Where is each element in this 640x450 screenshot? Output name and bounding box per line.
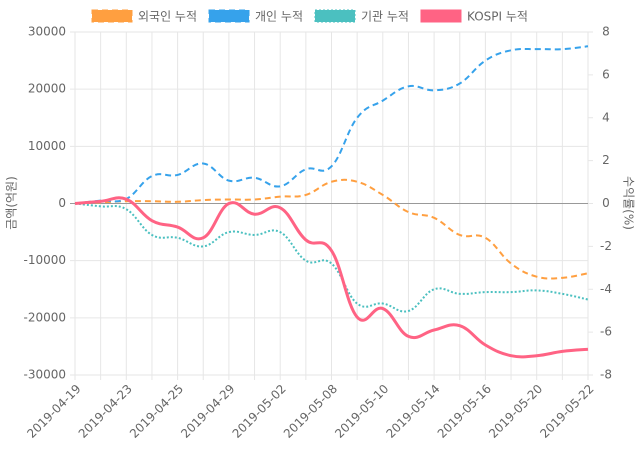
legend-swatch <box>91 9 133 23</box>
legend-label: 개인 누적 <box>255 10 303 24</box>
y-tick-label: -10000 <box>23 253 66 267</box>
y2-tick-label: 8 <box>602 25 610 39</box>
x-tick-label: 2019-04-19 <box>24 382 83 441</box>
legend-label: 기관 누적 <box>361 10 409 24</box>
y2-tick-label: 6 <box>602 67 610 81</box>
x-tick-label: 2019-05-16 <box>435 382 494 441</box>
x-tick-label: 2019-05-10 <box>332 382 391 441</box>
y-tick-label: 10000 <box>28 139 66 153</box>
x-tick-label: 2019-04-29 <box>178 382 237 441</box>
legend-label: KOSPI 누적 <box>467 10 528 24</box>
legend-swatch <box>420 9 462 23</box>
y-tick-label: 30000 <box>28 25 66 39</box>
y2-tick-label: -8 <box>600 368 612 382</box>
x-tick-label: 2019-05-02 <box>230 382 289 441</box>
y2-tick-label: -4 <box>600 282 612 296</box>
series-line <box>74 45 589 205</box>
series-line <box>74 196 589 359</box>
x-tick-label: 2019-04-23 <box>76 382 135 441</box>
legend-swatch <box>314 9 356 23</box>
y2-tick-label: -6 <box>600 325 612 339</box>
x-tick-label: 2019-05-20 <box>486 382 545 441</box>
y2-tick-label: 2 <box>602 153 610 167</box>
series-line <box>74 202 589 313</box>
y-axis-title: 금액(억원) <box>5 176 19 230</box>
legend-swatch <box>208 9 250 23</box>
series-line <box>74 178 589 280</box>
x-tick-label: 2019-05-14 <box>383 382 442 441</box>
y-tick-label: 0 <box>58 196 66 210</box>
legend-label: 외국인 누적 <box>138 10 197 24</box>
y2-tick-label: 0 <box>602 196 610 210</box>
y2-axis-title: 수익률(%) <box>622 176 636 230</box>
y-tick-label: -20000 <box>23 310 66 324</box>
x-tick-label: 2019-05-22 <box>537 382 596 441</box>
y-tick-label: -30000 <box>23 368 66 382</box>
y2-tick-label: -2 <box>600 239 612 253</box>
x-tick-label: 2019-05-08 <box>281 382 340 441</box>
x-tick-label: 2019-04-25 <box>127 382 186 441</box>
y-tick-label: 20000 <box>28 82 66 96</box>
y2-tick-label: 4 <box>602 110 610 124</box>
